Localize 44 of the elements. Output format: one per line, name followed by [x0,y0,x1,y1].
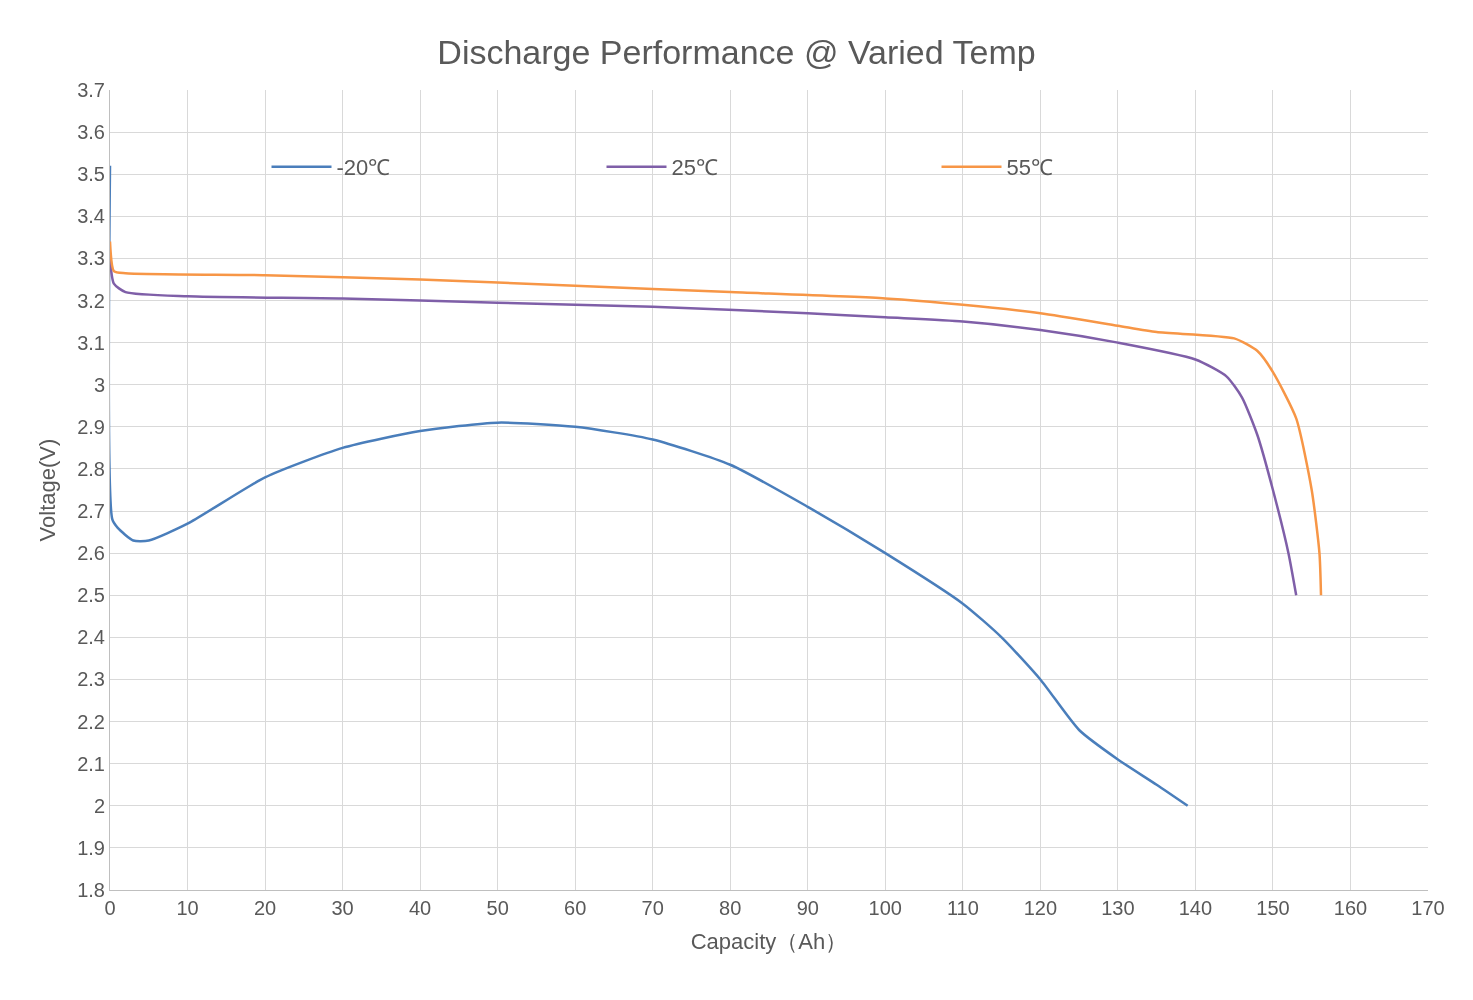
y-tick-label: 3.5 [77,163,105,186]
x-tick-label: 70 [641,897,664,919]
x-tick-label: 120 [1023,897,1058,919]
x-tick-label: 0 [104,897,116,919]
x-tick-label: 140 [1178,897,1213,919]
x-tick-label: 160 [1333,897,1368,919]
legend-label: -20℃ [336,155,391,181]
x-tick-label: 50 [486,897,509,919]
y-tick-label: 1.9 [77,836,105,859]
x-tick-label: 30 [331,897,354,919]
y-tick-label: 2.5 [77,584,105,607]
y-tick-label: 2.7 [77,500,105,523]
y-tick-label: 3.4 [77,205,105,228]
y-tick-label: 2.9 [77,415,105,438]
x-tick-label: 130 [1101,897,1135,919]
x-tick-label: 20 [253,897,277,919]
y-tick-label: 2.1 [77,752,105,775]
y-tick-label: 1.8 [77,879,105,901]
x-tick-label: 90 [796,897,819,919]
y-tick-label: 3.3 [77,247,105,270]
y-tick-label: 2.4 [77,626,105,649]
x-axis-title: Capacity（Ah） [690,928,848,954]
y-tick-label: 2.3 [77,668,105,691]
y-tick-label: 2.6 [77,542,105,565]
y-tick-label: 2 [93,794,105,817]
x-tick-label: 60 [564,897,587,919]
y-tick-label: 3.7 [77,79,105,101]
y-tick-label: 3 [93,373,105,396]
x-tick-label: 10 [176,897,199,919]
x-tick-label: 80 [719,897,742,919]
y-axis-title: Voltage(V) [34,438,60,542]
legend-label: 25℃ [671,155,718,181]
y-tick-label: 3.1 [77,331,105,354]
y-tick-label: 2.8 [77,457,105,480]
x-tick-label: 110 [946,897,979,919]
y-tick-label: 2.2 [77,710,105,733]
x-tick-label: 100 [868,897,902,919]
x-tick-label: 150 [1256,897,1290,919]
chart-title: Discharge Performance @ Varied Temp [437,32,1036,71]
y-tick-label: 3.2 [77,289,105,312]
x-tick-label: 170 [1411,897,1445,919]
x-tick-label: 40 [408,897,432,919]
y-tick-label: 3.6 [77,121,105,144]
legend-label: 55℃ [1006,155,1053,181]
